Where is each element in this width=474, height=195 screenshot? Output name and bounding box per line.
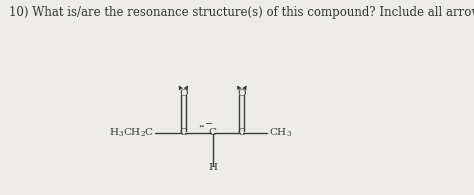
Text: C: C xyxy=(238,128,246,137)
Text: C: C xyxy=(209,128,217,137)
Text: C: C xyxy=(179,128,187,137)
Text: −: − xyxy=(205,120,213,129)
Text: $\mathregular{CH_3}$: $\mathregular{CH_3}$ xyxy=(269,126,292,139)
Text: ..: .. xyxy=(199,120,205,129)
Text: H: H xyxy=(208,163,217,172)
Text: O: O xyxy=(237,89,246,98)
Text: O: O xyxy=(179,89,188,98)
Text: $\mathregular{H_3CH_2C}$: $\mathregular{H_3CH_2C}$ xyxy=(109,126,154,139)
Text: 10) What is/are the resonance structure(s) of this compound? Include all arrows : 10) What is/are the resonance structure(… xyxy=(9,6,474,19)
